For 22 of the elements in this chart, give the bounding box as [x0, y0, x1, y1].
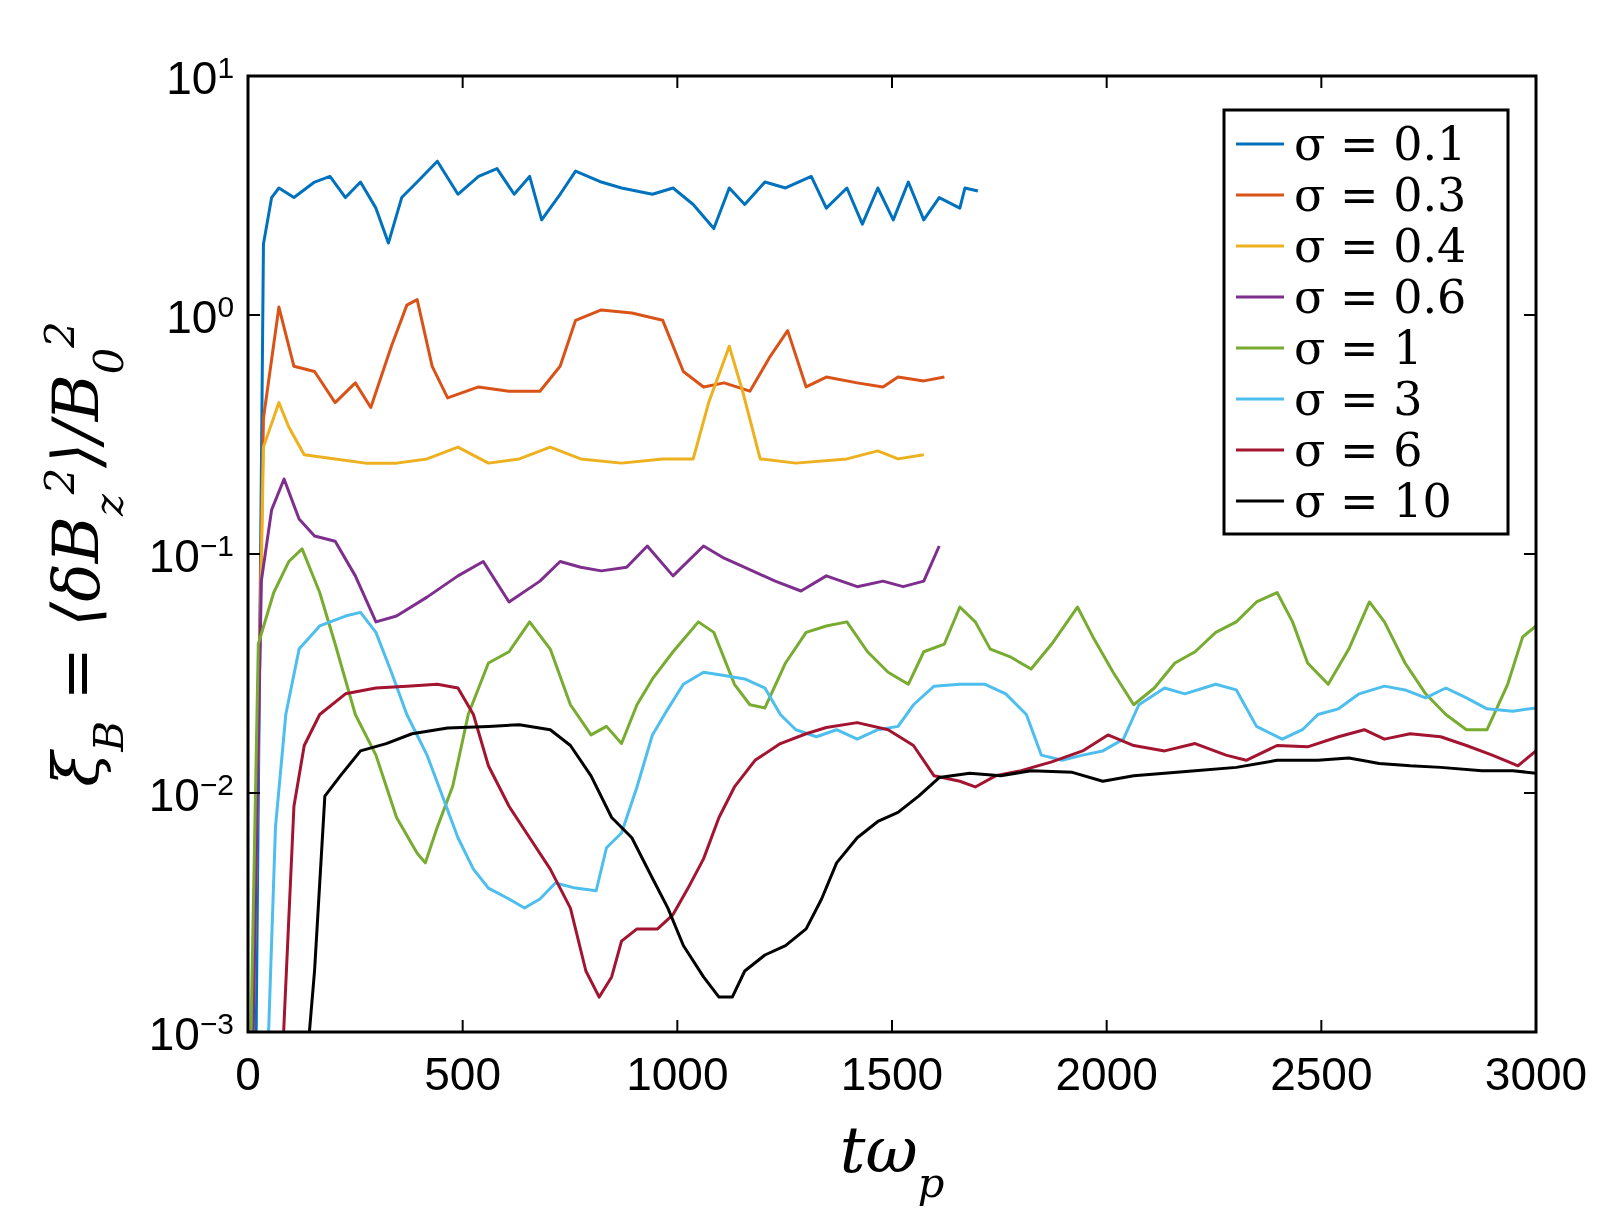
- x-tick-label: 2000: [1055, 1048, 1158, 1100]
- x-axis-title: tω$_{p}$: [839, 1113, 945, 1207]
- legend-label: σ = 3: [1294, 372, 1423, 426]
- x-tick-label: 500: [424, 1048, 502, 1100]
- x-tick-label: 2500: [1270, 1048, 1373, 1100]
- y-tick-label: 10$^{−3}$: [148, 1006, 234, 1060]
- legend-label: σ = 6: [1294, 423, 1423, 477]
- legend-label: σ = 0.3: [1294, 168, 1467, 222]
- x-tick-label: 3000: [1484, 1048, 1588, 1100]
- legend-label: σ = 0.6: [1294, 270, 1467, 324]
- y-tick-label: 10$^{−1}$: [148, 528, 234, 582]
- x-tick-label: 1000: [626, 1048, 729, 1100]
- legend-label: σ = 0.4: [1294, 219, 1467, 273]
- legend-label: σ = 0.1: [1294, 117, 1467, 171]
- x-tick-label: 1500: [840, 1048, 944, 1100]
- y-tick-label: 10$^{0}$: [166, 289, 234, 343]
- y-tick-label: 10$^{−2}$: [148, 767, 234, 821]
- legend-label: σ = 1: [1294, 321, 1423, 375]
- line-series: [251, 477, 941, 1032]
- legend-label: σ = 10: [1294, 474, 1452, 528]
- y-tick-label: 10$^{1}$: [166, 50, 234, 104]
- x-tick-label: 0: [235, 1048, 261, 1100]
